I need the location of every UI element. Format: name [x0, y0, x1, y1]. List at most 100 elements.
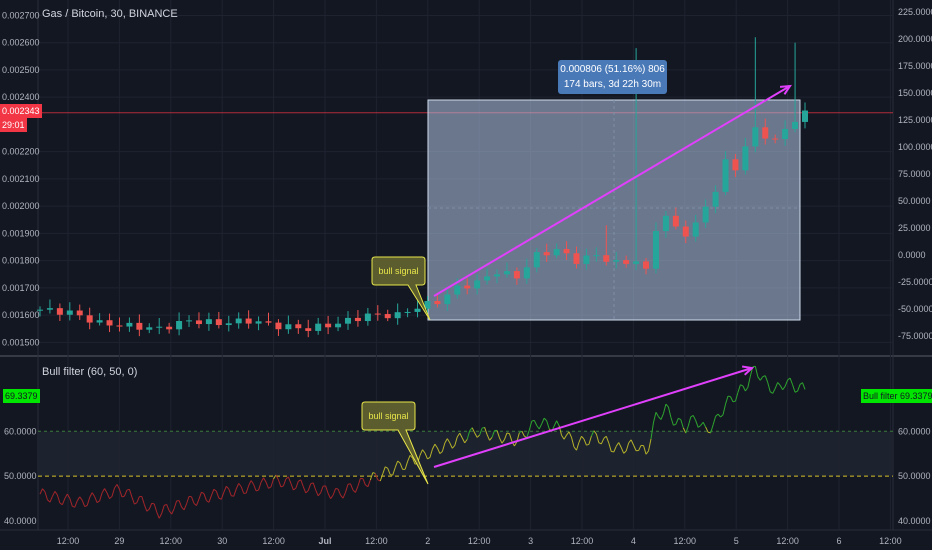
- indicator-segment: [678, 417, 682, 421]
- indicator-tick-left: 50.0000: [4, 471, 37, 481]
- indicator-segment: [260, 477, 264, 483]
- measure-box[interactable]: [427, 99, 801, 321]
- indicator-segment: [367, 479, 371, 487]
- candle-body: [315, 323, 322, 331]
- annotations[interactable]: bull signal bull signal: [361, 84, 792, 485]
- indicator-segment: [660, 413, 664, 420]
- upper-trend-arrow: [433, 85, 791, 297]
- candle-body: [325, 323, 332, 328]
- candle-body: [106, 320, 113, 326]
- indicator-segment: [605, 436, 610, 444]
- indicator-segment: [541, 417, 545, 425]
- indicator-segment: [521, 430, 525, 437]
- indicator-segment: [536, 425, 540, 430]
- indicator-segment: [146, 508, 150, 512]
- indicator-segment: [104, 488, 108, 494]
- candle-body: [116, 325, 123, 327]
- indicator-segment: [208, 495, 212, 503]
- percent-tick-label: 75.0000: [898, 169, 931, 179]
- indicator-segment: [501, 439, 505, 444]
- indicator-segment: [623, 450, 627, 454]
- indicator-segment: [101, 488, 106, 493]
- indicator-segment: [764, 375, 769, 383]
- indicator-segment: [692, 415, 697, 421]
- time-tick-label: 12:00: [674, 536, 697, 546]
- candle-body: [245, 318, 252, 324]
- indicator-segment: [250, 480, 255, 485]
- bull-signal-callout-lower-label: bull signal: [368, 411, 408, 421]
- indicator-segment: [374, 473, 379, 480]
- time-tick-label: 3: [528, 536, 533, 546]
- indicator-segment: [280, 485, 284, 488]
- bull-signal-callout-lower[interactable]: bull signal: [361, 401, 429, 485]
- measure-bars: 174 bars, 3d 22h 30m: [563, 79, 662, 90]
- bull-signal-callout-upper[interactable]: bull signal: [371, 256, 431, 321]
- indicator-segment: [618, 442, 622, 448]
- indicator-segment: [335, 488, 339, 490]
- indicator-segment: [148, 503, 153, 510]
- candle-body: [255, 321, 262, 324]
- indicator-segment: [712, 416, 717, 426]
- indicator-segment: [466, 430, 471, 440]
- indicator-segment: [486, 434, 491, 441]
- candle-body: [205, 319, 212, 325]
- indicator-segment: [354, 485, 359, 493]
- indicator-segment: [392, 467, 396, 476]
- candle-body: [772, 138, 779, 140]
- indicator-segment: [394, 460, 399, 468]
- indicator-segment: [625, 442, 630, 452]
- time-tick-label: 4: [631, 536, 636, 546]
- indicator-segment: [772, 388, 776, 394]
- indicator-segment: [613, 446, 617, 453]
- indicator-segment: [436, 447, 441, 454]
- indicator-segment: [345, 484, 349, 493]
- symbol-title[interactable]: Gas / Bitcoin, 30, BINANCE: [42, 8, 178, 20]
- indicator-segment: [136, 496, 140, 503]
- indicator-segment: [191, 496, 195, 504]
- candle-body: [553, 249, 560, 256]
- indicator-segment: [615, 442, 620, 447]
- price-tick-label: 0.002700: [2, 10, 40, 20]
- indicator-segment: [49, 496, 53, 503]
- indicator-segment: [201, 491, 205, 494]
- candle-body: [374, 313, 381, 315]
- candle-body: [305, 328, 312, 331]
- indicator-segment: [69, 498, 73, 507]
- indicator-segment: [263, 477, 267, 483]
- indicator-segment: [181, 506, 185, 511]
- indicator-segment: [513, 441, 518, 447]
- candle-body: [533, 252, 540, 268]
- indicator-segment: [734, 392, 739, 402]
- indicator-segment: [315, 489, 319, 497]
- measure-change: 0.000806 (51.16%) 806: [560, 64, 665, 75]
- candle-body: [56, 308, 63, 315]
- indicator-segment: [439, 451, 443, 455]
- candle-body: [225, 323, 232, 326]
- indicator-segment: [456, 432, 461, 438]
- price-tick-label: 0.002400: [2, 92, 40, 102]
- bull-signal-callout-upper-bubble: [371, 256, 431, 321]
- indicator-segment: [702, 422, 707, 428]
- indicator-segment: [561, 435, 565, 440]
- indicator-segment: [717, 413, 721, 418]
- indicator-segment: [168, 510, 173, 515]
- candle-body: [494, 274, 501, 277]
- countdown-tag: 29:01: [0, 118, 27, 132]
- indicator-segment: [633, 445, 637, 451]
- candle-body: [434, 301, 441, 305]
- candle-body: [643, 261, 650, 269]
- indicator-segment: [253, 484, 257, 492]
- lower-trend-arrow-head: [741, 365, 755, 376]
- indicator-segment: [593, 430, 597, 435]
- indicator-segment: [114, 484, 118, 489]
- indicator-segment: [352, 489, 356, 493]
- indicator-segment: [797, 384, 801, 392]
- indicator-segment: [650, 422, 654, 439]
- indicator-segment: [285, 476, 289, 480]
- indicator-title[interactable]: Bull filter (60, 50, 0): [42, 366, 138, 378]
- candle-body: [454, 285, 461, 295]
- indicator-segment: [588, 435, 592, 445]
- indicator-tick-left: 60.0000: [4, 426, 37, 436]
